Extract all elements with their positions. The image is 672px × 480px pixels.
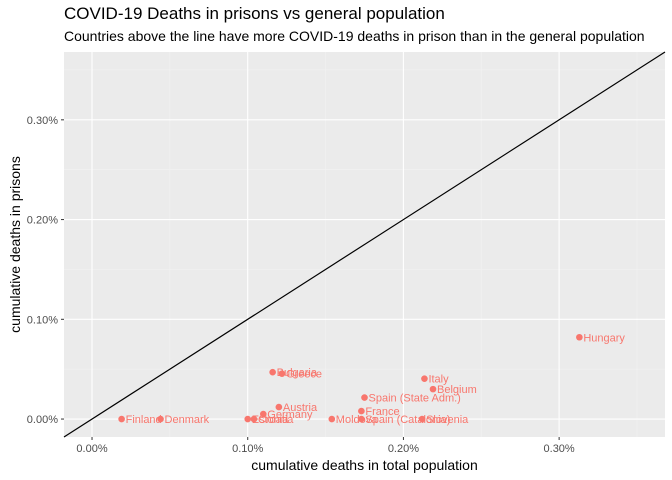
- chart-subtitle: Countries above the line have more COVID…: [64, 28, 645, 44]
- point-label: Spain (State Adm.): [369, 393, 461, 405]
- data-point: [250, 415, 258, 423]
- data-point: [269, 368, 276, 376]
- point-label: Estonia: [252, 414, 290, 426]
- data-point: [278, 370, 286, 377]
- point-label: Austria: [283, 402, 318, 414]
- point-label: Germany: [267, 409, 313, 421]
- major-gridlines: [64, 52, 665, 437]
- data-point: [259, 410, 267, 418]
- x-tick-label: 0.00%: [76, 443, 107, 455]
- y-axis-ticks: 0.00% 0.10% 0.20% 0.30%: [27, 115, 64, 426]
- chart-title: COVID-19 Deaths in prisons vs general po…: [64, 4, 445, 23]
- reference-line-y-equals-x: [63, 51, 666, 438]
- data-point: [418, 415, 426, 423]
- data-point: [429, 385, 437, 393]
- minor-gridlines: [64, 52, 665, 437]
- data-point: [118, 415, 125, 423]
- y-axis-label: cumulative deaths in prisons: [7, 156, 23, 333]
- point-label: Spain (Catalonia): [365, 414, 450, 426]
- point-label: Italy: [428, 374, 449, 386]
- point-label: Finland: [126, 414, 162, 426]
- point-label: Belgium: [437, 384, 477, 396]
- point-label: Bulgaria: [277, 367, 318, 379]
- y-tick-label: 0.00%: [27, 414, 58, 426]
- y-tick-label: 0.30%: [27, 115, 58, 127]
- y-tick-label: 0.10%: [27, 314, 58, 326]
- data-point: [576, 333, 583, 341]
- data-point: [328, 415, 336, 423]
- data-point: [358, 415, 365, 423]
- point-label: France: [365, 406, 399, 418]
- x-tick-label: 0.30%: [544, 443, 575, 455]
- data-points: [118, 333, 583, 423]
- data-point: [358, 407, 365, 415]
- y-tick-label: 0.20%: [27, 215, 58, 227]
- point-label: Greece: [286, 369, 322, 381]
- point-label: Denmark: [165, 414, 210, 426]
- x-axis-label: cumulative deaths in total population: [251, 457, 477, 473]
- x-tick-label: 0.20%: [388, 443, 419, 455]
- point-label: Croatia: [258, 414, 294, 426]
- data-point: [275, 403, 283, 411]
- data-point: [157, 415, 164, 423]
- point-label: Hungary: [583, 332, 625, 344]
- point-label: Moldova: [336, 414, 378, 426]
- x-tick-label: 0.10%: [232, 443, 263, 455]
- data-point: [421, 375, 428, 382]
- data-point: [244, 415, 252, 423]
- point-label: Slovenia: [426, 414, 469, 426]
- x-axis-ticks: 0.00% 0.10% 0.20% 0.30%: [76, 437, 575, 455]
- data-point: [361, 394, 368, 401]
